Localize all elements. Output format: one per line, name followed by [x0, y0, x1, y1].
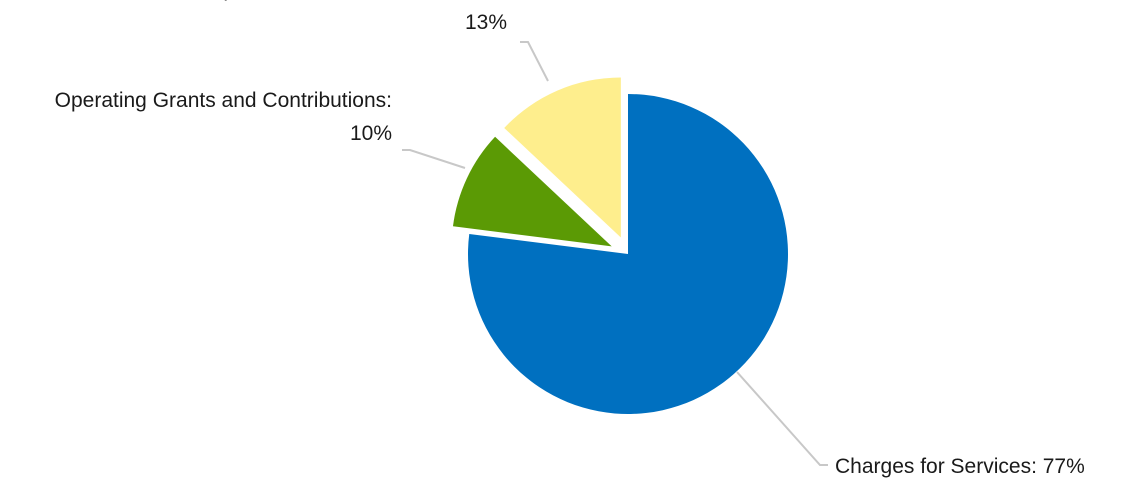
data-label-line: Capital Grants and Contributions: — [197, 0, 508, 1]
data-label-line: 10% — [350, 122, 392, 145]
slices-layer — [452, 77, 788, 414]
leader-line-operating-grants-and-contributions — [402, 149, 466, 169]
pie-slice-capital-grants-and-contributions — [504, 77, 621, 238]
data-label-line: Operating Grants and Contributions: — [55, 89, 392, 112]
pie-slice-charges-for-services — [468, 94, 788, 414]
data-label-capital-grants-and-contributions: Capital Grants and Contributions: 13% — [197, 0, 508, 34]
data-labels-layer: Charges for Services: 77% Operating Grant… — [55, 0, 1085, 478]
leader-lines-layer — [402, 41, 828, 466]
leader-line-charges-for-services — [736, 371, 828, 466]
data-label-line: 13% — [465, 11, 507, 34]
data-label-charges-for-services: Charges for Services: 77% — [835, 455, 1085, 478]
data-label-operating-grants-and-contributions: Operating Grants and Contributions: 10% — [55, 89, 392, 145]
data-label-line: Charges for Services: 77% — [835, 455, 1085, 478]
leader-line-capital-grants-and-contributions — [520, 41, 549, 82]
pie-slice-operating-grants-and-contributions — [452, 136, 612, 247]
